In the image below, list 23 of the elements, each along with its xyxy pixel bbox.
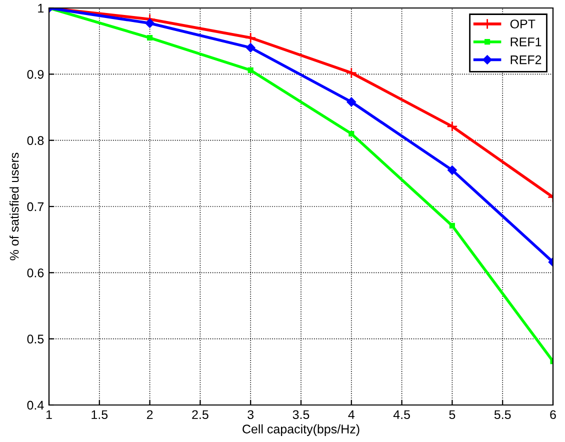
x-tick-label: 1 (46, 410, 52, 419)
x-tick-label: 5.5 (494, 410, 511, 420)
x-tick-label: 1.5 (92, 410, 108, 420)
y-tick-label: 0.7 (27, 202, 44, 212)
x-tick-label: 4.5 (393, 410, 410, 420)
x-tick-label: 3.5 (292, 410, 310, 420)
legend-label: REF2 (510, 55, 542, 64)
x-tick-label: 6 (550, 410, 556, 420)
x-tick-label: 5 (449, 410, 456, 420)
x-axis-title: Cell capacity(bps/Hz) (242, 424, 360, 436)
y-tick-label: 0.6 (27, 268, 44, 278)
x-tick-label: 4 (348, 410, 355, 419)
y-axis-title: % of satisfied users (10, 152, 19, 260)
x-tick-label: 2 (146, 410, 153, 419)
y-tick-label: 0.9 (27, 70, 44, 79)
x-tick-label: 3 (248, 410, 254, 420)
y-tick-label: 1 (38, 4, 44, 13)
y-tick-label: 0.5 (27, 334, 44, 344)
legend-label: REF1 (510, 38, 542, 46)
y-tick-label: 0.8 (27, 136, 44, 145)
legend-label: OPT (510, 20, 536, 28)
y-tick-label: 0.4 (27, 400, 44, 410)
x-tick-label: 2.5 (192, 410, 208, 420)
